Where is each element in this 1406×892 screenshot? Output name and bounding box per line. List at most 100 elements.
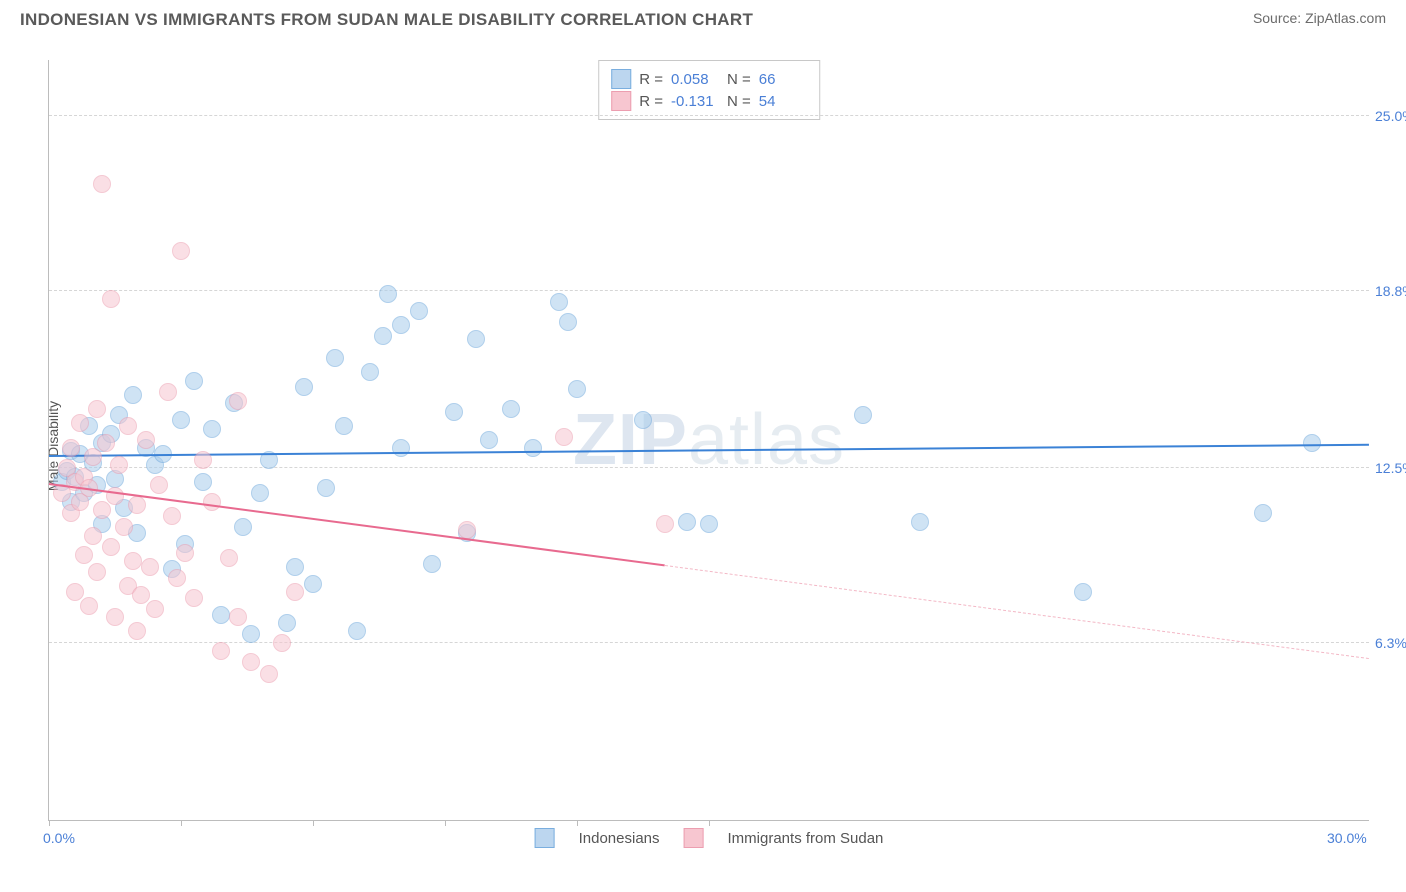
- data-point: [392, 316, 410, 334]
- data-point: [242, 653, 260, 671]
- data-point: [194, 473, 212, 491]
- data-point: [555, 428, 573, 446]
- data-point: [335, 417, 353, 435]
- gridline: [49, 290, 1369, 291]
- data-point: [251, 484, 269, 502]
- data-point: [128, 622, 146, 640]
- stat-label: R =: [639, 93, 663, 110]
- data-point: [374, 327, 392, 345]
- swatch-icon: [684, 828, 704, 848]
- data-point: [194, 451, 212, 469]
- data-point: [700, 515, 718, 533]
- data-point: [176, 544, 194, 562]
- data-point: [93, 501, 111, 519]
- xtick: [577, 820, 578, 826]
- source-label: Source: ZipAtlas.com: [1253, 10, 1386, 26]
- watermark: ZIPatlas: [573, 399, 845, 481]
- gridline: [49, 467, 1369, 468]
- bottom-legend: Indonesians Immigrants from Sudan: [535, 828, 884, 848]
- stat-label: R =: [639, 71, 663, 88]
- data-point: [168, 569, 186, 587]
- stats-row-pink: R = -0.131 N = 54: [611, 91, 807, 111]
- data-point: [110, 456, 128, 474]
- chart-title: INDONESIAN VS IMMIGRANTS FROM SUDAN MALE…: [20, 10, 753, 30]
- xtick-label: 0.0%: [43, 830, 75, 846]
- data-point: [146, 600, 164, 618]
- data-point: [392, 439, 410, 457]
- data-point: [458, 521, 476, 539]
- data-point: [119, 417, 137, 435]
- xtick-label: 30.0%: [1327, 830, 1367, 846]
- xtick: [313, 820, 314, 826]
- data-point: [445, 403, 463, 421]
- data-point: [88, 400, 106, 418]
- swatch-icon: [535, 828, 555, 848]
- data-point: [124, 386, 142, 404]
- stat-label: N =: [727, 71, 751, 88]
- legend-label: Indonesians: [579, 830, 660, 847]
- data-point: [854, 406, 872, 424]
- data-point: [326, 349, 344, 367]
- stat-value: 54: [759, 93, 807, 110]
- ytick-label: 6.3%: [1375, 635, 1406, 651]
- data-point: [80, 597, 98, 615]
- data-point: [242, 625, 260, 643]
- data-point: [229, 608, 247, 626]
- data-point: [84, 527, 102, 545]
- xtick: [445, 820, 446, 826]
- data-point: [128, 496, 146, 514]
- data-point: [502, 400, 520, 418]
- data-point: [911, 513, 929, 531]
- data-point: [172, 242, 190, 260]
- data-point: [88, 563, 106, 581]
- swatch-icon: [611, 91, 631, 111]
- data-point: [1254, 504, 1272, 522]
- data-point: [159, 383, 177, 401]
- data-point: [317, 479, 335, 497]
- data-point: [550, 293, 568, 311]
- data-point: [568, 380, 586, 398]
- swatch-icon: [611, 69, 631, 89]
- data-point: [163, 507, 181, 525]
- data-point: [212, 642, 230, 660]
- data-point: [102, 290, 120, 308]
- data-point: [75, 546, 93, 564]
- ytick-label: 18.8%: [1375, 283, 1406, 299]
- data-point: [203, 493, 221, 511]
- stat-value: 66: [759, 71, 807, 88]
- data-point: [106, 608, 124, 626]
- data-point: [410, 302, 428, 320]
- data-point: [480, 431, 498, 449]
- data-point: [678, 513, 696, 531]
- data-point: [220, 549, 238, 567]
- xtick: [709, 820, 710, 826]
- data-point: [62, 439, 80, 457]
- data-point: [1074, 583, 1092, 601]
- data-point: [524, 439, 542, 457]
- data-point: [278, 614, 296, 632]
- trend-line: [49, 444, 1369, 457]
- stat-value: 0.058: [671, 71, 719, 88]
- data-point: [286, 583, 304, 601]
- data-point: [234, 518, 252, 536]
- data-point: [361, 363, 379, 381]
- xtick: [49, 820, 50, 826]
- data-point: [115, 518, 133, 536]
- stats-row-blue: R = 0.058 N = 66: [611, 69, 807, 89]
- gridline: [49, 115, 1369, 116]
- data-point: [260, 665, 278, 683]
- ytick-label: 25.0%: [1375, 108, 1406, 124]
- data-point: [273, 634, 291, 652]
- data-point: [137, 431, 155, 449]
- data-point: [229, 392, 247, 410]
- data-point: [1303, 434, 1321, 452]
- data-point: [203, 420, 221, 438]
- data-point: [71, 414, 89, 432]
- data-point: [141, 558, 159, 576]
- scatter-plot: ZIPatlas R = 0.058 N = 66 R = -0.131 N =…: [48, 60, 1369, 821]
- data-point: [423, 555, 441, 573]
- data-point: [93, 175, 111, 193]
- data-point: [379, 285, 397, 303]
- data-point: [97, 434, 115, 452]
- data-point: [185, 372, 203, 390]
